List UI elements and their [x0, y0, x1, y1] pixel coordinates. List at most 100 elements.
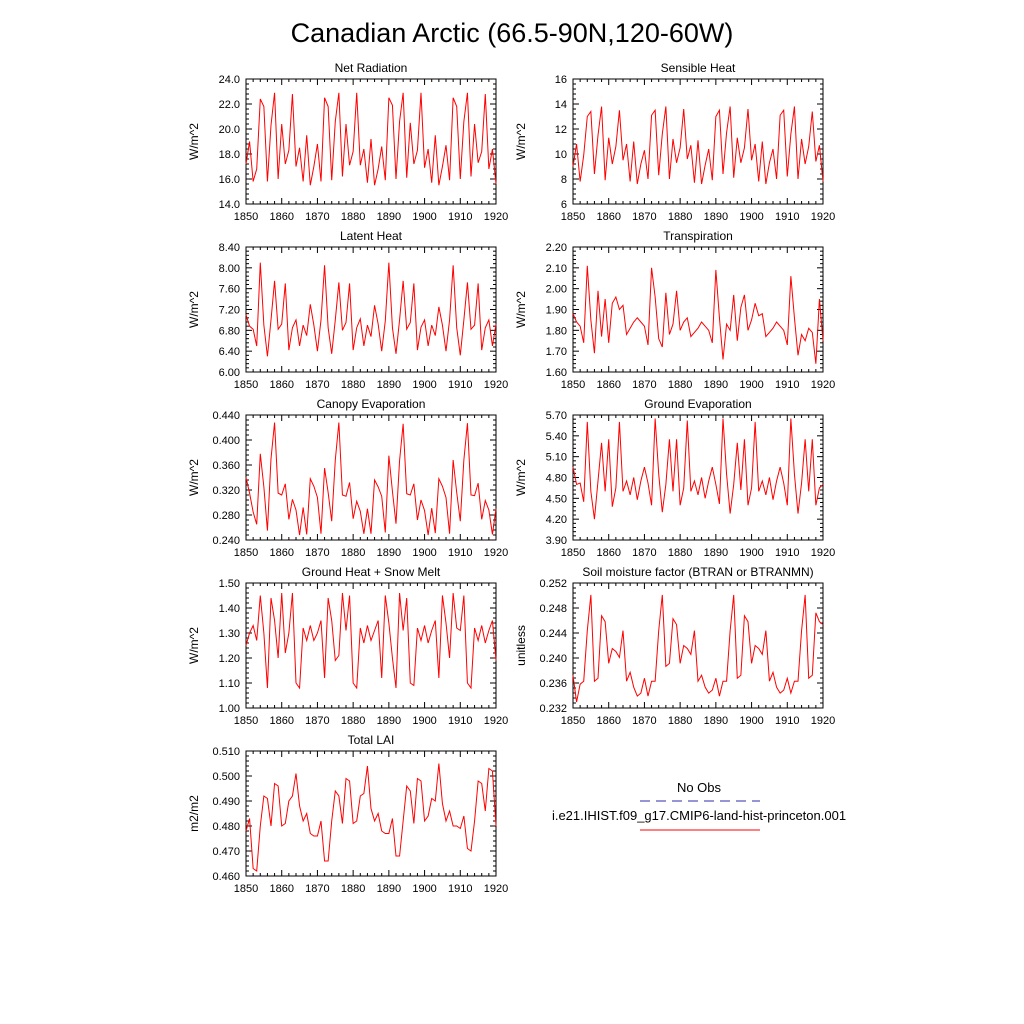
y-tick-label: 16	[555, 74, 567, 86]
y-tick-label: 5.40	[546, 431, 567, 443]
x-tick-label: 1910	[775, 547, 799, 559]
x-tick-label: 1870	[305, 211, 329, 223]
panel-title: Net Radiation	[335, 61, 408, 75]
x-tick-label: 1870	[632, 715, 656, 727]
y-tick-label: 8.00	[219, 263, 240, 275]
y-tick-label: 2.20	[546, 242, 567, 254]
x-tick-label: 1920	[484, 379, 508, 391]
x-tick-label: 1910	[775, 379, 799, 391]
y-tick-label: 8	[561, 174, 567, 186]
x-tick-label: 1850	[234, 715, 258, 727]
x-tick-label: 1900	[412, 379, 436, 391]
x-tick-label: 1890	[377, 211, 401, 223]
x-tick-label: 1900	[739, 547, 763, 559]
y-tick-label: 10	[555, 149, 567, 161]
x-tick-label: 1920	[811, 211, 835, 223]
y-tick-label: 18.0	[219, 149, 240, 161]
y-tick-label: 0.360	[212, 460, 240, 472]
y-axis-label: W/m^2	[187, 459, 201, 496]
x-tick-label: 1850	[561, 211, 585, 223]
y-tick-label: 22.0	[219, 99, 240, 111]
y-tick-label: 0.248	[539, 603, 567, 615]
series-line	[245, 763, 497, 872]
y-tick-label: 4.80	[546, 473, 567, 485]
figure-title: Canadian Arctic (66.5-90N,120-60W)	[291, 18, 734, 48]
y-axis-label: W/m^2	[187, 627, 201, 664]
x-tick-label: 1910	[448, 211, 472, 223]
x-tick-label: 1890	[704, 715, 728, 727]
x-tick-label: 1860	[269, 211, 293, 223]
x-tick-label: 1880	[668, 211, 692, 223]
y-tick-label: 6.40	[219, 346, 240, 358]
panel-title: Transpiration	[663, 229, 733, 243]
y-axis-label: W/m^2	[187, 291, 201, 328]
y-axis-label: W/m^2	[514, 459, 528, 496]
y-tick-label: 7.60	[219, 284, 240, 296]
series-line	[572, 418, 824, 520]
x-tick-label: 1880	[668, 547, 692, 559]
y-axis-label: W/m^2	[187, 123, 201, 160]
x-tick-label: 1860	[269, 715, 293, 727]
x-tick-label: 1850	[561, 379, 585, 391]
series-line	[245, 592, 497, 690]
x-tick-label: 1870	[305, 379, 329, 391]
y-tick-label: 1.50	[219, 578, 240, 590]
panel-ground-evaporation: Ground Evaporation W/m^2 1850 1860 1870 1880 1…	[514, 397, 835, 559]
x-tick-label: 1870	[632, 211, 656, 223]
x-tick-label: 1850	[234, 547, 258, 559]
x-tick-label: 1920	[484, 547, 508, 559]
x-tick-label: 1900	[739, 211, 763, 223]
x-tick-label: 1900	[412, 211, 436, 223]
y-tick-label: 24.0	[219, 74, 240, 86]
plot-frame	[572, 246, 824, 373]
y-tick-label: 5.70	[546, 410, 567, 422]
y-tick-label: 0.244	[539, 628, 567, 640]
x-tick-label: 1910	[775, 715, 799, 727]
plot-frame	[245, 750, 497, 877]
y-tick-label: 0.232	[539, 703, 567, 715]
y-tick-label: 1.80	[546, 325, 567, 337]
series-line	[245, 422, 497, 536]
plot-frame	[245, 246, 497, 373]
plot-frame	[572, 582, 824, 709]
panel-latent-heat: Latent Heat W/m^2 1850 1860 1870 1880 1890 1900…	[187, 229, 508, 391]
x-tick-label: 1870	[305, 547, 329, 559]
y-tick-label: 1.60	[546, 367, 567, 379]
x-tick-label: 1890	[704, 547, 728, 559]
y-tick-label: 1.10	[219, 678, 240, 690]
series-line	[245, 92, 497, 186]
legend-model-label: i.e21.IHIST.f09_g17.CMIP6-land-hist-prin…	[552, 808, 846, 823]
x-tick-label: 1880	[341, 883, 365, 895]
series-line	[572, 594, 824, 703]
y-tick-label: 0.440	[212, 410, 240, 422]
x-tick-label: 1910	[448, 547, 472, 559]
plot-frame	[572, 78, 824, 205]
y-tick-label: 0.236	[539, 678, 567, 690]
y-axis-label: W/m^2	[514, 123, 528, 160]
x-tick-label: 1910	[448, 379, 472, 391]
panel-ground-heat-snow-melt: Ground Heat + Snow Melt W/m^2 1850 1860 1870…	[187, 565, 508, 727]
x-tick-label: 1850	[234, 883, 258, 895]
panel-title: Ground Heat + Snow Melt	[302, 565, 441, 579]
panel-net-radiation: Net Radiation W/m^2 1850 1860 1870 1880 1890 19…	[187, 61, 508, 223]
x-tick-label: 1910	[448, 715, 472, 727]
y-tick-label: 1.40	[219, 603, 240, 615]
y-tick-label: 2.10	[546, 263, 567, 275]
y-tick-label: 6.00	[219, 367, 240, 379]
panel-title: Canopy Evaporation	[317, 397, 426, 411]
x-tick-label: 1900	[412, 715, 436, 727]
x-tick-label: 1860	[269, 547, 293, 559]
x-tick-label: 1900	[412, 547, 436, 559]
panel-title: Ground Evaporation	[644, 397, 751, 411]
x-tick-label: 1850	[234, 211, 258, 223]
y-tick-label: 0.470	[212, 846, 240, 858]
y-tick-label: 1.70	[546, 346, 567, 358]
x-tick-label: 1880	[668, 715, 692, 727]
x-tick-label: 1870	[305, 715, 329, 727]
y-tick-label: 1.00	[219, 703, 240, 715]
x-tick-label: 1870	[305, 883, 329, 895]
x-tick-label: 1900	[412, 883, 436, 895]
panel-title: Sensible Heat	[661, 61, 736, 75]
x-tick-label: 1860	[596, 715, 620, 727]
y-axis-label: m2/m2	[187, 795, 201, 832]
